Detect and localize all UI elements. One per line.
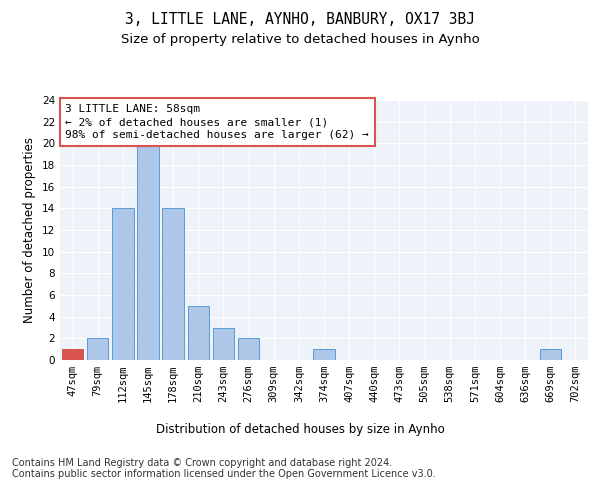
Y-axis label: Number of detached properties: Number of detached properties (23, 137, 37, 323)
Text: Size of property relative to detached houses in Aynho: Size of property relative to detached ho… (121, 32, 479, 46)
Text: Distribution of detached houses by size in Aynho: Distribution of detached houses by size … (155, 422, 445, 436)
Text: 3 LITTLE LANE: 58sqm
← 2% of detached houses are smaller (1)
98% of semi-detache: 3 LITTLE LANE: 58sqm ← 2% of detached ho… (65, 104, 369, 141)
Bar (137, 144, 158, 360)
Bar (539, 349, 561, 360)
Text: Contains HM Land Registry data © Crown copyright and database right 2024.
Contai: Contains HM Land Registry data © Crown c… (12, 458, 436, 479)
Bar (112, 208, 134, 360)
Bar (213, 328, 234, 360)
Bar (87, 338, 109, 360)
Bar (163, 208, 184, 360)
Text: 3, LITTLE LANE, AYNHO, BANBURY, OX17 3BJ: 3, LITTLE LANE, AYNHO, BANBURY, OX17 3BJ (125, 12, 475, 28)
Bar (313, 349, 335, 360)
Bar (238, 338, 259, 360)
Bar (62, 349, 83, 360)
Bar (188, 306, 209, 360)
